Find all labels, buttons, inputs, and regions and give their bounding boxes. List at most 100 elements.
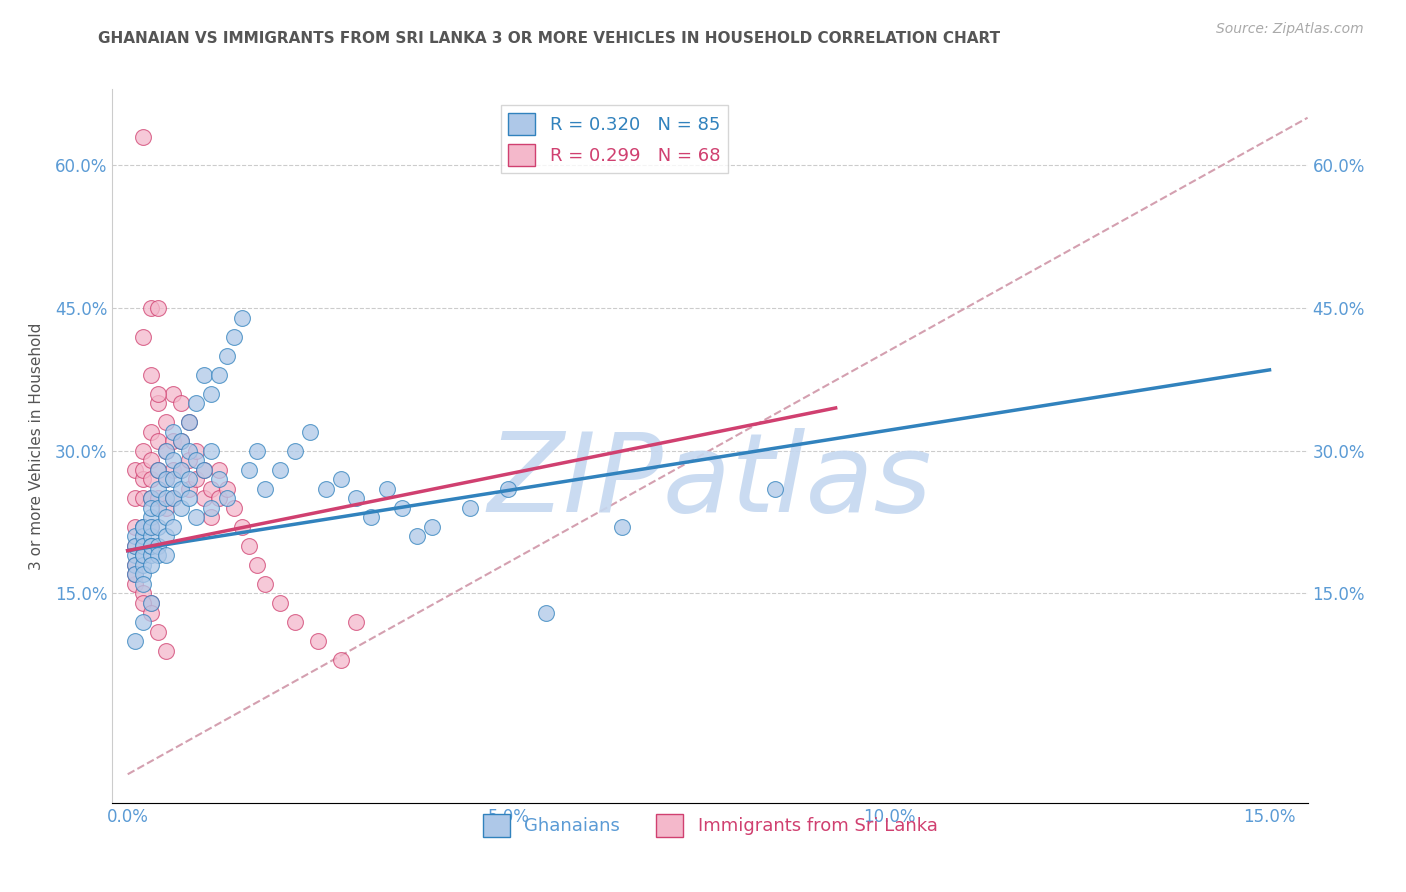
Y-axis label: 3 or more Vehicles in Household: 3 or more Vehicles in Household xyxy=(30,322,44,570)
Point xyxy=(132,558,155,572)
Point xyxy=(177,482,200,496)
Point xyxy=(208,491,231,506)
Point xyxy=(124,634,146,648)
Point xyxy=(208,463,231,477)
Point xyxy=(315,482,337,496)
Point xyxy=(155,443,177,458)
Point xyxy=(139,510,162,524)
Point xyxy=(375,482,398,496)
Point xyxy=(132,567,155,582)
Point xyxy=(170,434,193,449)
Point xyxy=(536,606,558,620)
Point xyxy=(231,520,253,534)
Point xyxy=(139,425,162,439)
Point xyxy=(162,453,184,467)
Point xyxy=(162,463,184,477)
Point xyxy=(139,500,162,515)
Point xyxy=(124,577,146,591)
Point xyxy=(162,472,184,486)
Point xyxy=(132,539,155,553)
Point xyxy=(344,491,367,506)
Point xyxy=(132,520,155,534)
Point xyxy=(170,463,193,477)
Point xyxy=(329,653,352,667)
Point xyxy=(155,472,177,486)
Point xyxy=(146,463,169,477)
Point xyxy=(146,386,169,401)
Point xyxy=(132,329,155,343)
Point xyxy=(139,596,162,610)
Point xyxy=(155,472,177,486)
Point xyxy=(132,586,155,600)
Point xyxy=(170,396,193,410)
Point xyxy=(299,425,322,439)
Point xyxy=(146,549,169,563)
Point xyxy=(124,549,146,563)
Text: GHANAIAN VS IMMIGRANTS FROM SRI LANKA 3 OR MORE VEHICLES IN HOUSEHOLD CORRELATIO: GHANAIAN VS IMMIGRANTS FROM SRI LANKA 3 … xyxy=(98,31,1001,46)
Point xyxy=(124,558,146,572)
Point xyxy=(146,463,169,477)
Point xyxy=(132,129,155,144)
Point xyxy=(215,349,238,363)
Point xyxy=(238,539,260,553)
Point xyxy=(200,443,222,458)
Point xyxy=(200,482,222,496)
Point xyxy=(193,463,215,477)
Point xyxy=(307,634,329,648)
Point xyxy=(162,491,184,506)
Point xyxy=(124,558,146,572)
Point xyxy=(132,463,155,477)
Point xyxy=(132,472,155,486)
Point xyxy=(139,453,162,467)
Point xyxy=(139,539,162,553)
Point xyxy=(155,529,177,543)
Point xyxy=(132,520,155,534)
Point xyxy=(391,500,413,515)
Point xyxy=(146,396,169,410)
Point xyxy=(246,558,269,572)
Point xyxy=(146,500,169,515)
Point xyxy=(124,520,146,534)
Point xyxy=(224,329,246,343)
Point xyxy=(139,472,162,486)
Point xyxy=(139,606,162,620)
Point xyxy=(162,434,184,449)
Point xyxy=(170,482,193,496)
Point xyxy=(177,415,200,429)
Point xyxy=(170,500,193,515)
Point xyxy=(139,368,162,382)
Point xyxy=(132,491,155,506)
Point xyxy=(132,520,155,534)
Point xyxy=(139,539,162,553)
Point xyxy=(132,577,155,591)
Point xyxy=(420,520,443,534)
Point xyxy=(162,520,184,534)
Point xyxy=(360,510,382,524)
Point xyxy=(139,529,162,543)
Point xyxy=(224,500,246,515)
Point xyxy=(498,482,520,496)
Point xyxy=(177,472,200,486)
Point xyxy=(155,549,177,563)
Point xyxy=(170,463,193,477)
Point xyxy=(155,643,177,657)
Point xyxy=(139,520,162,534)
Point xyxy=(139,301,162,315)
Point xyxy=(155,443,177,458)
Point xyxy=(253,482,276,496)
Point xyxy=(132,539,155,553)
Point xyxy=(124,539,146,553)
Point xyxy=(458,500,481,515)
Point xyxy=(186,510,208,524)
Legend: Ghanaians, Immigrants from Sri Lanka: Ghanaians, Immigrants from Sri Lanka xyxy=(475,807,945,844)
Point xyxy=(231,310,253,325)
Point xyxy=(186,472,208,486)
Point xyxy=(406,529,429,543)
Point xyxy=(344,615,367,629)
Text: Source: ZipAtlas.com: Source: ZipAtlas.com xyxy=(1216,22,1364,37)
Point xyxy=(124,567,146,582)
Point xyxy=(155,491,177,506)
Point xyxy=(162,491,184,506)
Point xyxy=(193,491,215,506)
Point xyxy=(124,463,146,477)
